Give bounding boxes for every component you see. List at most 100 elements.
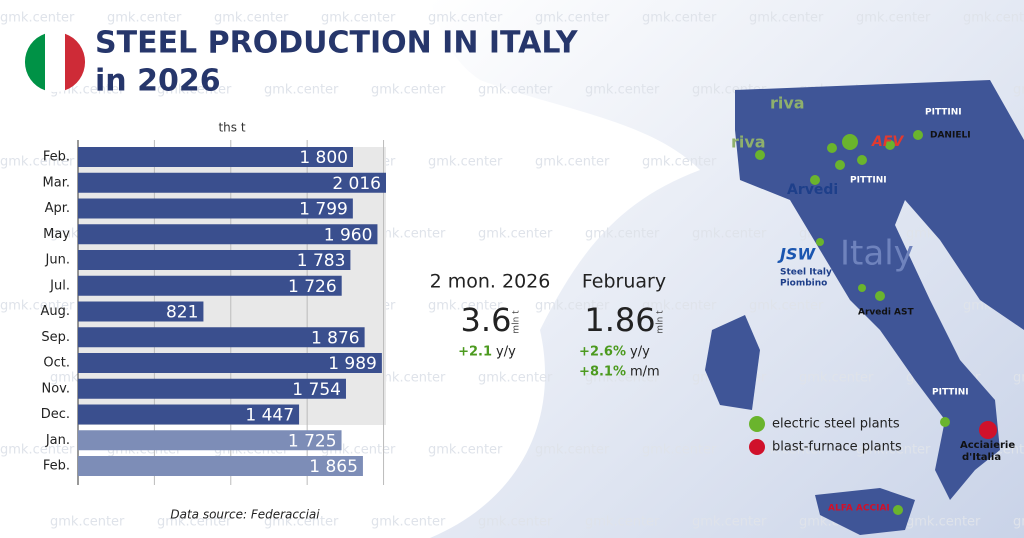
company: riva — [770, 94, 805, 113]
watermark: gmk.center — [50, 515, 125, 530]
country-label: Italy — [840, 234, 914, 274]
company: Arvedi — [787, 182, 838, 198]
watermark: gmk.center — [428, 155, 503, 170]
value-label: 1 876 — [311, 328, 360, 348]
bar — [78, 275, 342, 296]
company: DANIELI — [930, 131, 971, 141]
watermark: gmk.center — [856, 11, 931, 26]
y-tick-label: Feb. — [43, 459, 70, 474]
y-tick-label: Jan. — [45, 433, 70, 448]
y-tick-label: Jul. — [49, 278, 70, 293]
bar — [78, 198, 353, 219]
watermark: gmk.center — [535, 299, 610, 314]
value-label: 1 783 — [297, 251, 346, 271]
value-label: 1 754 — [292, 380, 341, 400]
watermark: gmk.center — [157, 515, 232, 530]
company-labels: riva riva AFV PITTINI DANIELI PITTINI Ar… — [731, 94, 1015, 514]
watermark: gmk.center — [535, 443, 610, 458]
y-tick-label: Feb. — [43, 150, 70, 165]
watermark: gmk.center — [585, 515, 660, 530]
stat-period: 2 mon. 2026 — [430, 271, 551, 293]
bar — [78, 456, 363, 476]
value-label: 2 016 — [332, 174, 381, 194]
y-tick-label: May — [43, 227, 70, 242]
watermark: gmk.center — [585, 83, 660, 98]
watermark: gmk.center — [157, 83, 232, 98]
bar — [78, 430, 342, 451]
watermark: gmk.center — [692, 515, 767, 530]
y-tick-label: Aug. — [40, 304, 70, 319]
value-label: 1 960 — [324, 225, 373, 245]
bar — [78, 327, 365, 348]
company: PITTINI — [925, 108, 962, 118]
watermark: gmk.center — [749, 443, 824, 458]
y-tick-label: Sep. — [41, 330, 70, 345]
company: PITTINI — [850, 176, 887, 186]
bar — [78, 172, 386, 193]
watermark: gmk.center — [749, 11, 824, 26]
watermark: gmk.center — [0, 155, 75, 170]
bar — [78, 147, 353, 167]
stat-value: 3.6 — [461, 301, 512, 339]
watermark: gmk.center — [906, 515, 981, 530]
stat-change: +2.1 — [458, 345, 492, 360]
watermark: gmk.center — [642, 299, 717, 314]
plant-dots — [749, 130, 950, 515]
watermark: gmk.center — [1013, 515, 1024, 530]
y-tick-label: Dec. — [41, 407, 70, 422]
watermark: gmk.center — [478, 227, 553, 242]
company: riva — [731, 133, 766, 152]
watermark: gmk.center — [963, 11, 1024, 26]
stat-change-label: y/y — [496, 345, 516, 360]
watermark: gmk.center — [321, 11, 396, 26]
y-tick-label: Mar. — [43, 175, 70, 190]
watermark: gmk.center — [0, 299, 75, 314]
stat-change-label: m/m — [630, 365, 660, 380]
watermark: gmk.center — [535, 11, 610, 26]
title: STEEL PRODUCTION IN ITALY — [95, 26, 579, 61]
plot: Feb. 1 800 Mar. 2 016 Apr. 1 799 May 1 960 Jun. 1… — [40, 140, 386, 485]
source: Data source: Federacciai — [170, 508, 320, 522]
flag-red — [65, 33, 86, 91]
y-tick-label: Oct. — [43, 356, 70, 371]
watermark: gmk.center — [1013, 83, 1024, 98]
watermark: gmk.center — [642, 443, 717, 458]
bar — [78, 353, 382, 373]
value-label: 1 800 — [299, 148, 348, 168]
legend-red-dot — [749, 439, 765, 455]
value-label: 1 447 — [245, 406, 294, 426]
company: JSW — [777, 245, 816, 264]
blast-furnace-dot — [979, 421, 997, 439]
watermark: gmk.center — [1013, 371, 1024, 386]
watermark: gmk.center — [799, 371, 874, 386]
company: Steel Italy — [780, 268, 832, 278]
value-label: 1 865 — [309, 457, 358, 477]
stat-change: +8.1% — [579, 365, 626, 380]
company: AFV — [871, 134, 904, 150]
watermark: gmk.center — [0, 443, 75, 458]
bar — [78, 404, 300, 425]
watermark: gmk.center — [371, 371, 446, 386]
watermark: gmk.center — [371, 515, 446, 530]
value-label: 1 989 — [328, 354, 377, 374]
value-label: 1 799 — [299, 200, 348, 220]
stat-unit: mln t — [512, 310, 522, 334]
watermark: gmk.center — [585, 371, 660, 386]
axis-label: ths t — [218, 121, 245, 135]
watermark: gmk.center — [428, 11, 503, 26]
bar — [78, 301, 204, 322]
watermark: gmk.center — [856, 443, 931, 458]
watermark: gmk.center — [478, 371, 553, 386]
company: Arvedi AST — [858, 308, 914, 318]
watermark: gmk.center — [214, 11, 289, 26]
watermark: gmk.center — [428, 299, 503, 314]
watermark: gmk.center — [585, 227, 660, 242]
value-label: 1 726 — [288, 277, 337, 297]
value-label: 821 — [166, 303, 198, 323]
y-tick-label: Nov. — [42, 381, 71, 396]
company: d'Italia — [962, 452, 1001, 463]
stat-value: 1.86 — [584, 301, 655, 339]
watermark: gmk.center — [371, 83, 446, 98]
watermark: gmk.center — [642, 155, 717, 170]
